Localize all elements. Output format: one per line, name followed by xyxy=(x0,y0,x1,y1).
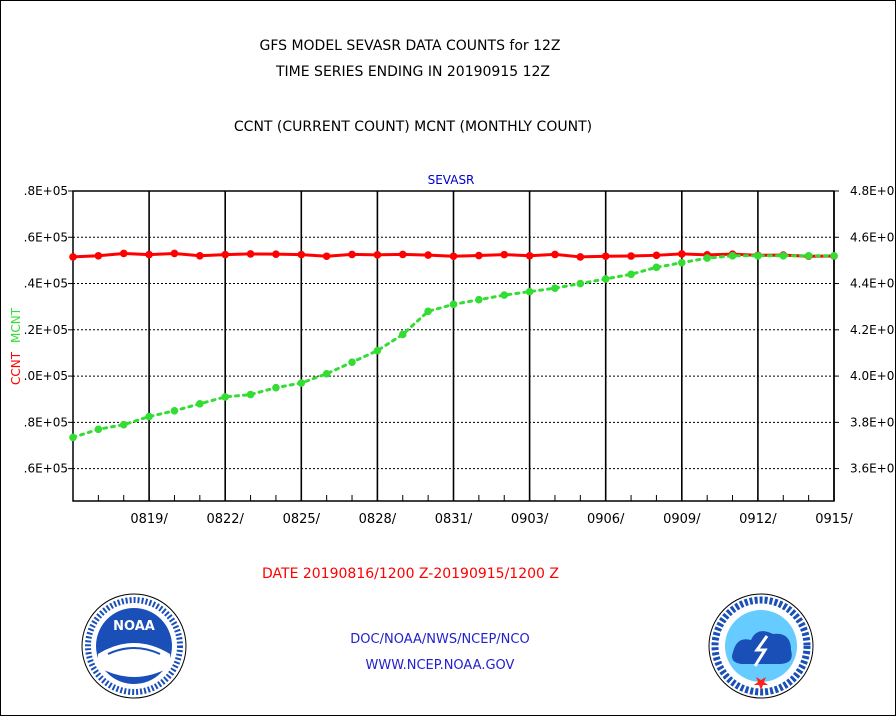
date-range-label: DATE 20190816/1200 Z-20190915/1200 Z xyxy=(262,566,559,582)
data-point-mcnt xyxy=(779,251,788,260)
data-point-mcnt xyxy=(449,300,458,309)
x-axis-ticks: 0819/0822/0825/0828/0831/0903/0906/0909/… xyxy=(72,495,853,527)
data-point-mcnt xyxy=(424,307,432,316)
data-point-ccnt xyxy=(272,250,280,258)
data-point-ccnt xyxy=(475,251,483,260)
right-axis-ticks: 4.8E+0 4.6E+0 4.4E+0 4.2E+0 4.0E+0 3.8E+0 3.6E… xyxy=(834,184,894,476)
data-point-mcnt xyxy=(525,287,534,296)
right-tick-label: 3.8E+0 xyxy=(850,415,894,429)
data-point-mcnt xyxy=(272,383,280,392)
left-tick-label: .2E+05 xyxy=(24,323,68,337)
website-link[interactable]: WWW.NCEP.NOAA.GOV xyxy=(365,658,515,673)
right-tick-label: 4.0E+0 xyxy=(850,369,894,383)
data-point-ccnt xyxy=(373,251,382,259)
data-point-ccnt xyxy=(525,251,534,260)
x-tick-label: 0903/ xyxy=(511,512,549,527)
x-tick-label: 0915/ xyxy=(815,512,853,527)
left-tick-label: .4E+05 xyxy=(24,277,68,291)
x-tick-label: 0909/ xyxy=(663,512,701,527)
right-tick-label: 4.8E+0 xyxy=(850,184,894,198)
data-point-mcnt xyxy=(475,295,483,304)
org-path-link[interactable]: DOC/NOAA/NWS/NCEP/NCO xyxy=(350,632,530,647)
chart-subtitle: CCNT (CURRENT COUNT) MCNT (MONTHLY COUNT… xyxy=(233,119,593,135)
data-point-mcnt xyxy=(678,258,686,267)
mcnt-axis-label: MCNT xyxy=(9,307,23,343)
data-point-ccnt xyxy=(297,250,306,259)
data-point-ccnt xyxy=(94,251,103,260)
x-tick-label: 0912/ xyxy=(739,512,777,527)
left-axis-ticks: .8E+05 .6E+05 .4E+05 .2E+05 .0E+05 .8E+05 .6E+… xyxy=(24,184,73,476)
data-point-ccnt xyxy=(601,252,610,261)
data-point-ccnt xyxy=(69,253,77,261)
right-tick-label: 3.6E+0 xyxy=(850,462,894,476)
data-point-mcnt xyxy=(297,379,306,387)
data-point-mcnt xyxy=(373,346,382,355)
x-tick-label: 0831/ xyxy=(435,512,473,527)
right-tick-label: 4.2E+0 xyxy=(850,323,894,337)
data-point-mcnt xyxy=(69,433,77,442)
data-point-ccnt xyxy=(551,250,559,259)
data-point-ccnt xyxy=(398,250,407,259)
data-point-mcnt xyxy=(196,400,204,408)
right-tick-label: 4.6E+0 xyxy=(850,230,894,244)
data-point-mcnt xyxy=(754,251,762,260)
data-point-ccnt xyxy=(627,252,635,260)
data-point-mcnt xyxy=(601,275,610,283)
data-point-mcnt xyxy=(728,251,737,260)
data-point-mcnt xyxy=(348,358,356,366)
x-tick-label: 0825/ xyxy=(283,512,321,527)
plot-title: SEVASR xyxy=(428,173,475,187)
nws-logo xyxy=(708,593,814,699)
chart-title-line2: TIME SERIES ENDING IN 20190915 12Z xyxy=(276,64,550,80)
right-tick-label: 4.4E+0 xyxy=(850,277,894,291)
x-tick-label: 0906/ xyxy=(587,512,625,527)
series-layer xyxy=(69,249,838,442)
data-point-ccnt xyxy=(145,250,153,259)
data-point-ccnt xyxy=(424,251,432,259)
data-point-mcnt xyxy=(221,393,229,401)
ccnt-axis-label: CCNT xyxy=(9,351,23,385)
data-point-ccnt xyxy=(348,250,356,259)
data-point-ccnt xyxy=(119,249,128,258)
data-point-ccnt xyxy=(652,251,661,260)
data-point-mcnt xyxy=(830,251,838,260)
data-point-mcnt xyxy=(703,254,711,262)
left-tick-label: .8E+05 xyxy=(24,415,68,429)
data-point-mcnt xyxy=(145,412,153,421)
data-point-mcnt xyxy=(322,369,331,378)
data-point-mcnt xyxy=(804,251,813,260)
x-tick-label: 0819/ xyxy=(130,512,168,527)
data-point-ccnt xyxy=(678,250,686,258)
left-tick-label: .8E+05 xyxy=(24,184,68,198)
data-point-ccnt xyxy=(196,251,204,260)
data-point-mcnt xyxy=(652,263,661,272)
x-tick-label: 0828/ xyxy=(359,512,397,527)
chart-title: GFS MODEL SEVASR DATA COUNTS for 12Z xyxy=(259,38,561,54)
data-point-mcnt xyxy=(119,420,128,429)
data-point-ccnt xyxy=(221,250,229,259)
data-point-ccnt xyxy=(246,250,255,258)
left-axis-labels: CCNT MCNT xyxy=(9,307,23,385)
data-point-ccnt xyxy=(170,249,179,258)
x-tick-label: 0822/ xyxy=(206,512,244,527)
data-point-mcnt xyxy=(576,279,585,288)
left-tick-label: .6E+05 xyxy=(24,230,68,244)
data-point-mcnt xyxy=(398,330,407,339)
grid-lines xyxy=(73,190,835,501)
data-point-mcnt xyxy=(551,284,559,292)
data-point-mcnt xyxy=(500,291,509,299)
data-point-ccnt xyxy=(322,252,331,261)
data-point-ccnt xyxy=(449,252,458,261)
data-point-mcnt xyxy=(170,406,179,415)
noaa-logo: NOAA xyxy=(81,593,187,699)
noaa-logo-label: NOAA xyxy=(113,619,155,634)
data-point-mcnt xyxy=(246,390,255,399)
left-tick-label: .0E+05 xyxy=(24,369,68,383)
data-point-ccnt xyxy=(500,250,509,259)
data-point-mcnt xyxy=(627,270,635,279)
data-point-ccnt xyxy=(576,253,585,261)
left-tick-label: .6E+05 xyxy=(24,462,68,476)
data-point-mcnt xyxy=(94,425,103,434)
